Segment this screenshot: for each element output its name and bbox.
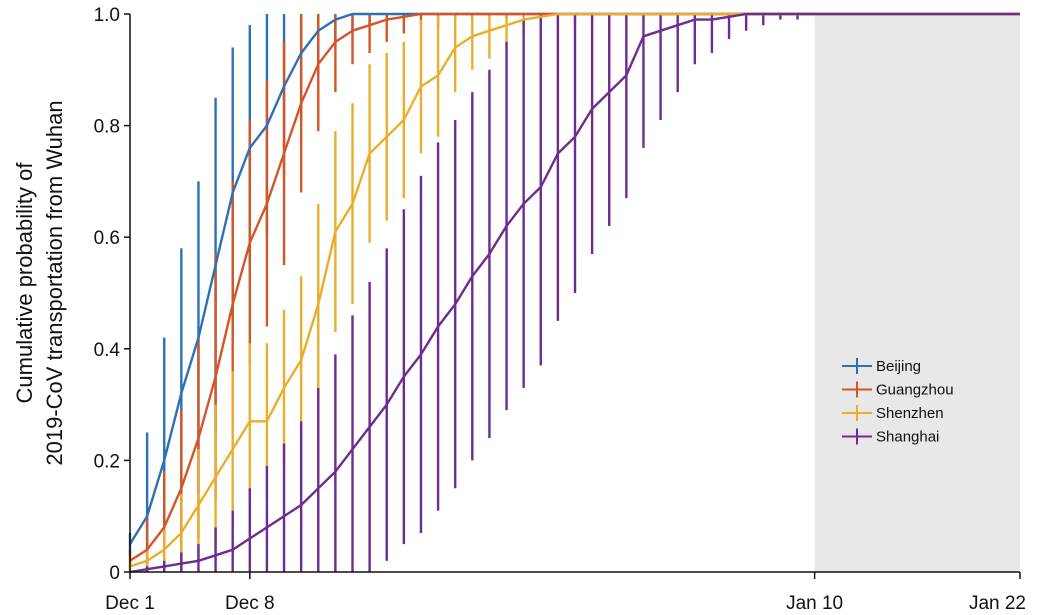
legend-label-beijing: Beijing bbox=[876, 358, 921, 375]
y-axis-label-line: Cumulative probability of bbox=[12, 162, 37, 404]
x-tick-label: Dec 8 bbox=[225, 593, 275, 614]
x-tick-label: Dec 1 bbox=[105, 593, 155, 614]
x-tick-labels: Dec 1 Dec 8 Jan 10 Jan 22 bbox=[105, 593, 1026, 614]
y-tick-labels: 0 0.2 0.4 0.6 0.8 1.0 bbox=[94, 5, 121, 584]
series-line-beijing bbox=[128, 12, 1020, 545]
y-axis-label: Cumulative probability of 2019-CoV transp… bbox=[12, 100, 67, 465]
y-tick-label: 0.6 bbox=[94, 228, 120, 249]
legend-label-shenzhen: Shenzhen bbox=[876, 405, 944, 422]
legend-label-shanghai: Shanghai bbox=[876, 429, 939, 446]
y-tick-label: 1.0 bbox=[94, 5, 120, 26]
x-tick-label: Jan 22 bbox=[969, 593, 1026, 614]
y-tick-label: 0 bbox=[109, 563, 120, 584]
axes bbox=[124, 13, 1021, 579]
y-tick-label: 0.2 bbox=[94, 451, 120, 472]
x-tick-label: Jan 10 bbox=[786, 593, 843, 614]
y-tick-label: 0.8 bbox=[94, 117, 120, 138]
series-line-shanghai bbox=[129, 12, 1020, 574]
series-line-guangzhou bbox=[129, 12, 1020, 562]
y-axis-label-line: 2019-CoV transportation from Wuhan bbox=[42, 100, 67, 465]
legend: Beijing Guangzhou Shenzhen Shanghai bbox=[842, 358, 954, 446]
shaded-region bbox=[814, 14, 1020, 572]
error-bars bbox=[128, 14, 799, 572]
y-tick-label: 0.4 bbox=[94, 340, 121, 361]
legend-label-guangzhou: Guangzhou bbox=[876, 382, 954, 399]
series-line-shenzhen bbox=[129, 12, 1020, 568]
series-lines bbox=[128, 12, 1020, 574]
